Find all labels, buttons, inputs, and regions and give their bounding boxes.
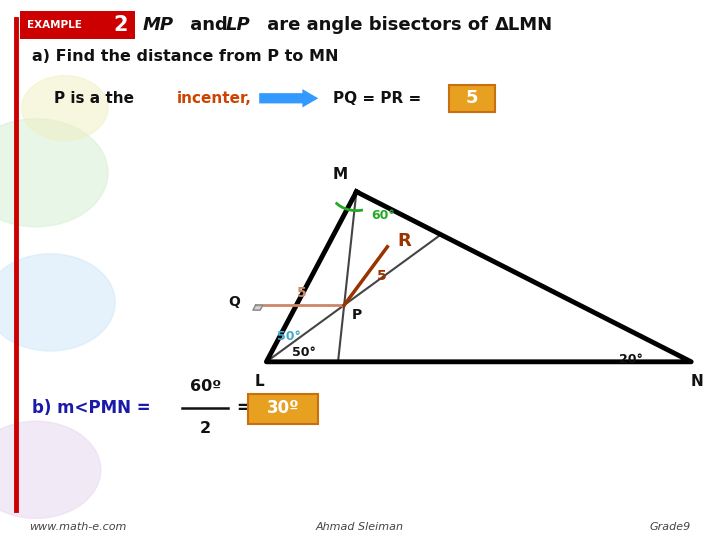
- Text: PQ = PR =: PQ = PR =: [333, 91, 426, 106]
- Text: 60°: 60°: [371, 208, 395, 222]
- Text: EXAMPLE: EXAMPLE: [27, 20, 81, 30]
- Text: 5: 5: [377, 269, 387, 283]
- Text: 5: 5: [297, 286, 307, 300]
- Text: are angle bisectors of: are angle bisectors of: [261, 16, 495, 34]
- Polygon shape: [253, 305, 263, 310]
- Text: b) m<PMN =: b) m<PMN =: [32, 399, 157, 417]
- Text: incenter,: incenter,: [176, 91, 251, 106]
- Text: 30º: 30º: [266, 399, 300, 417]
- Text: ΔLMN: ΔLMN: [495, 16, 554, 34]
- Text: LP: LP: [225, 16, 250, 34]
- Text: 2: 2: [114, 15, 128, 35]
- Text: 2: 2: [199, 421, 211, 436]
- Text: Grade9: Grade9: [650, 522, 691, 531]
- Text: MP: MP: [143, 16, 174, 34]
- Circle shape: [0, 119, 108, 227]
- Text: 20°: 20°: [619, 353, 643, 367]
- Text: P is a the: P is a the: [54, 91, 139, 106]
- Text: =: =: [236, 399, 250, 417]
- Circle shape: [22, 76, 108, 140]
- Text: Q: Q: [228, 295, 240, 309]
- FancyBboxPatch shape: [20, 11, 135, 39]
- Text: N: N: [690, 374, 703, 389]
- Text: Ahmad Sleiman: Ahmad Sleiman: [316, 522, 404, 531]
- FancyBboxPatch shape: [449, 85, 495, 112]
- Circle shape: [0, 421, 101, 518]
- Text: 50°: 50°: [292, 346, 315, 360]
- Text: 60º: 60º: [189, 379, 221, 394]
- FancyArrow shape: [259, 89, 318, 107]
- Text: 5: 5: [465, 89, 478, 107]
- Text: a) Find the distance from P to MN: a) Find the distance from P to MN: [32, 49, 339, 64]
- Text: 50°: 50°: [277, 330, 301, 343]
- Text: R: R: [397, 232, 411, 251]
- Text: M: M: [333, 167, 348, 182]
- Text: L: L: [254, 374, 264, 389]
- Text: P: P: [351, 308, 361, 322]
- Text: and: and: [184, 16, 234, 34]
- Text: www.math-e.com: www.math-e.com: [29, 522, 126, 531]
- Circle shape: [0, 254, 115, 351]
- FancyBboxPatch shape: [248, 394, 318, 424]
